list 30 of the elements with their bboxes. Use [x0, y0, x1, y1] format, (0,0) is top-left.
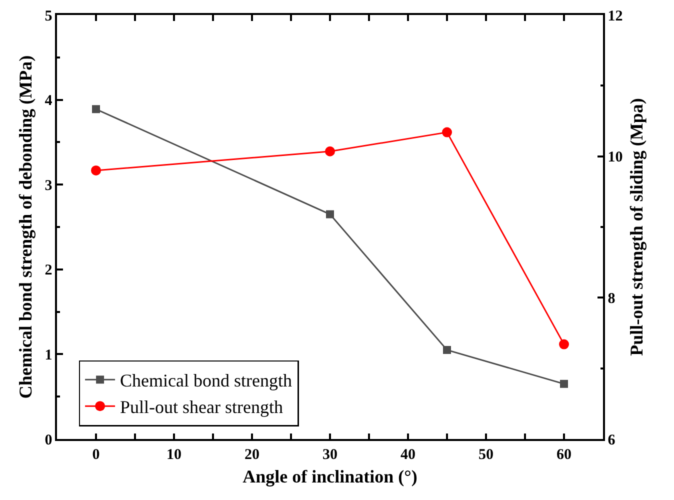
- point: [560, 380, 568, 388]
- point: [325, 146, 335, 156]
- x-tick-label: 40: [400, 446, 416, 463]
- x-tick-label: 0: [92, 446, 100, 463]
- y2-tick-label: 8: [608, 290, 616, 307]
- y-tick-label: 2: [44, 262, 52, 279]
- x-axis-title: Angle of inclination (°): [242, 466, 418, 486]
- point: [326, 210, 334, 218]
- y-tick-label: 3: [44, 178, 52, 194]
- y2-axis-title: Pull-out strength of sliding (Mpa): [626, 98, 646, 356]
- legend-label: Chemical bond strength: [120, 370, 292, 391]
- y-tick-label: 5: [44, 8, 52, 24]
- y2-tick-label: 6: [608, 432, 616, 448]
- y2-tick-label: 12: [608, 8, 623, 24]
- x-tick-label: 60: [556, 446, 572, 463]
- point: [559, 339, 569, 350]
- point: [442, 127, 452, 138]
- x-tick-label: 20: [244, 446, 260, 463]
- point: [91, 165, 101, 176]
- y-tick-label: 4: [44, 93, 53, 110]
- x-tick-label: 50: [478, 446, 494, 463]
- point: [443, 346, 451, 354]
- y-tick-label: 0: [44, 432, 52, 448]
- point: [92, 105, 100, 114]
- x-tick-label: 30: [322, 446, 338, 463]
- y-axis-title: Chemical bond strength of debonding (MPa): [15, 55, 36, 399]
- x-tick-label: 10: [166, 446, 182, 463]
- y-tick-label: 1: [44, 347, 52, 364]
- legend-label: Pull-out shear strength: [120, 397, 284, 418]
- y2-tick-label: 10: [608, 150, 623, 166]
